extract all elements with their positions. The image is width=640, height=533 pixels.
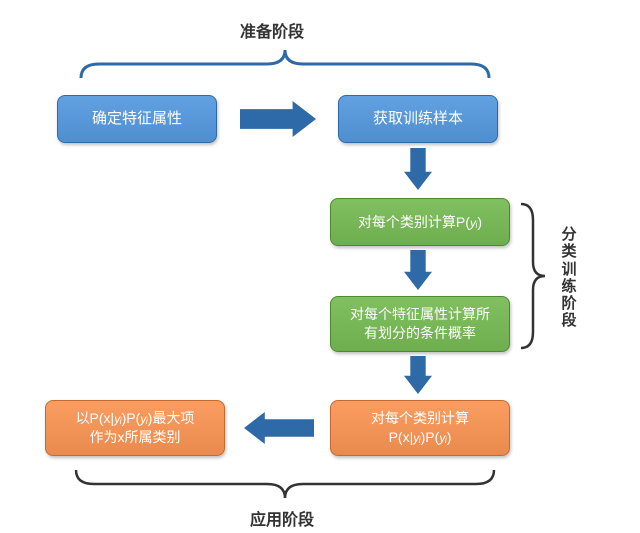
brace-top bbox=[75, 46, 495, 80]
node-text: 对每个类别计算P(x|yᵢ)P(yᵢ) bbox=[371, 409, 469, 447]
phase-apply-label: 应用阶段 bbox=[250, 506, 314, 530]
arrow-4-5 bbox=[404, 356, 432, 394]
phase-prepare-label: 准备阶段 bbox=[240, 18, 304, 42]
brace-bottom bbox=[70, 468, 500, 502]
arrow-3-4 bbox=[404, 250, 432, 290]
node-text: 确定特征属性 bbox=[92, 109, 182, 129]
brace-right bbox=[518, 200, 548, 352]
phase-train-label: 分类训练阶段 bbox=[560, 226, 578, 330]
node-text: 对每个类别计算P(yᵢ) bbox=[358, 213, 482, 232]
node-define-features: 确定特征属性 bbox=[57, 95, 217, 143]
arrow-1-2 bbox=[240, 101, 316, 137]
node-compute-prior: 对每个类别计算P(yᵢ) bbox=[330, 198, 510, 246]
node-compute-posterior: 对每个类别计算P(x|yᵢ)P(yᵢ) bbox=[330, 400, 510, 456]
node-text: 以P(x|yᵢ)P(yᵢ)最大项作为x所属类别 bbox=[76, 409, 195, 447]
node-compute-conditional: 对每个特征属性计算所有划分的条件概率 bbox=[330, 296, 510, 352]
node-text: 获取训练样本 bbox=[373, 109, 463, 129]
arrow-2-3 bbox=[404, 148, 432, 190]
arrow-5-6 bbox=[244, 412, 314, 444]
flowchart-stage: 准备阶段 分类训练阶段 应用阶段 确定特征属性 获取训练样本 对每个类别计算P(… bbox=[0, 0, 640, 533]
node-get-samples: 获取训练样本 bbox=[338, 95, 498, 143]
node-assign-class: 以P(x|yᵢ)P(yᵢ)最大项作为x所属类别 bbox=[45, 400, 225, 456]
node-text: 对每个特征属性计算所有划分的条件概率 bbox=[350, 305, 490, 343]
